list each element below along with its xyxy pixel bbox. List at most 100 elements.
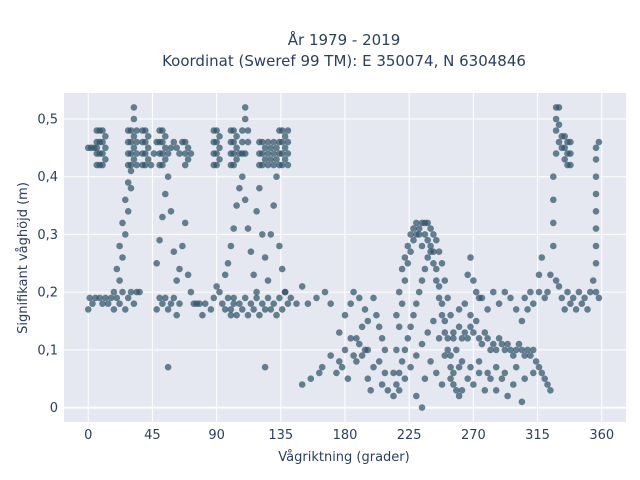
data-point [273,173,280,180]
data-point [247,248,255,255]
data-point [358,352,366,359]
data-point [176,265,183,273]
data-point [390,392,397,400]
data-point [239,138,246,146]
y-tick-label: 0,4 [37,170,58,185]
data-point [187,150,195,157]
data-point [316,369,323,377]
data-point [84,306,92,313]
data-point [458,387,466,394]
chart-title-line-2: Koordinat (Sweref 99 TM): E 350074, N 63… [162,52,526,70]
data-point [230,294,237,302]
data-point [430,317,437,325]
data-point [472,288,480,296]
data-point [504,392,511,400]
data-point [495,335,503,342]
data-point [181,150,189,157]
data-point [364,317,372,325]
data-point [538,369,546,377]
data-point [561,306,568,313]
data-point [196,300,203,308]
data-point [221,306,229,313]
data-point [284,150,292,157]
data-point [572,306,580,313]
data-point [233,311,240,319]
data-point [270,150,278,157]
x-tick-label: 45 [144,428,161,443]
data-point [341,346,349,354]
data-point [267,306,275,313]
data-point [159,161,166,169]
data-point [113,294,121,302]
data-point [102,133,109,140]
y-tick-label: 0,2 [37,286,58,301]
data-point [321,288,329,296]
data-point [367,387,375,394]
data-point [421,231,429,238]
data-point [558,294,566,302]
data-point [89,300,96,308]
data-point [162,133,169,140]
data-point [250,306,257,313]
data-point [293,300,300,308]
data-point [284,127,292,134]
data-point [241,294,249,302]
data-point [239,127,246,134]
data-point [470,381,477,388]
data-point [487,346,494,354]
data-point [527,288,534,296]
data-point [404,260,412,267]
data-point [93,144,101,152]
data-point [447,375,454,383]
data-point [418,242,426,250]
data-point [410,225,417,232]
data-point [127,127,135,134]
data-point [587,288,594,296]
data-point [133,150,140,157]
data-point [581,294,588,302]
data-point [276,294,283,302]
data-point [461,300,469,308]
data-point [253,288,260,296]
data-point [356,294,363,302]
data-point [230,150,237,157]
data-point [116,300,123,308]
data-point [398,265,406,273]
data-point [173,277,180,284]
data-point [487,375,494,383]
data-point [264,161,272,169]
data-point [455,323,463,331]
data-point [298,381,306,388]
data-point [592,190,600,198]
data-point [259,300,266,308]
data-point [107,294,115,302]
data-point [142,150,149,157]
data-point [595,138,603,146]
data-point [127,184,135,192]
data-point [147,161,155,169]
data-point [415,225,423,232]
data-point [130,115,138,123]
data-point [142,127,149,134]
data-point [318,363,326,371]
data-point [424,329,432,336]
data-point [361,306,369,313]
data-point [184,156,192,163]
data-point [418,277,426,284]
data-point [484,335,491,342]
data-point [475,294,483,302]
x-tick-label: 360 [589,428,614,443]
data-point [347,300,355,308]
data-point [233,144,240,152]
data-point [524,346,531,354]
data-point [181,161,189,169]
data-point [575,288,583,296]
data-point [127,150,135,157]
data-point [472,317,480,325]
data-point [236,184,243,192]
data-point [530,300,537,308]
data-point [119,254,126,261]
data-point [475,335,483,342]
data-point [395,387,403,394]
data-point [264,277,272,284]
